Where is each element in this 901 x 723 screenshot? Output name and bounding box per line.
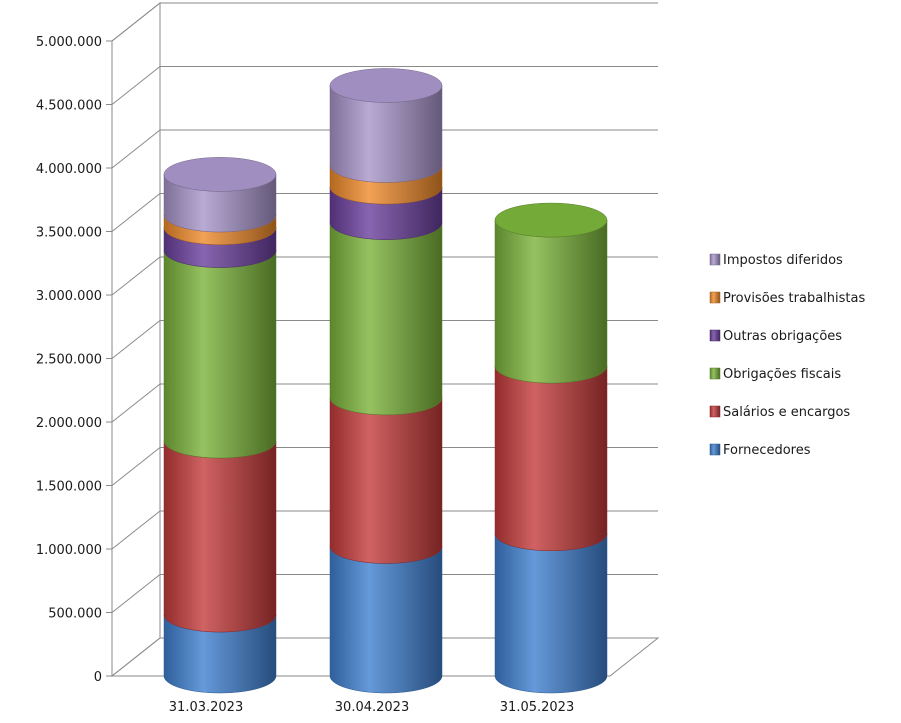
y-tick-label: 3.000.000 bbox=[36, 289, 102, 304]
y-tick-label: 5.000.000 bbox=[36, 35, 102, 50]
bar-stack bbox=[494, 202, 608, 694]
bar-segment bbox=[163, 441, 277, 633]
legend-swatch bbox=[709, 367, 721, 380]
legend-label: Provisões trabalhistas bbox=[723, 291, 865, 306]
bar-segment bbox=[329, 222, 443, 416]
legend-label: Salários e encargos bbox=[723, 405, 850, 420]
y-tick-label: 3.500.000 bbox=[36, 226, 102, 241]
gridline bbox=[111, 574, 658, 613]
bar-segment bbox=[494, 533, 608, 694]
bar-stack bbox=[329, 68, 443, 694]
legend-swatch bbox=[709, 329, 721, 342]
bar-segment bbox=[163, 250, 277, 459]
y-tick-label: 2.000.000 bbox=[36, 416, 102, 431]
gridline bbox=[111, 510, 658, 550]
x-axis-ticks: 31.03.2023 30.04.2023 31.05.2023 bbox=[169, 700, 574, 715]
gridline bbox=[111, 66, 658, 105]
legend-swatch bbox=[709, 291, 721, 304]
bar-segment bbox=[329, 397, 443, 564]
bars bbox=[163, 68, 608, 694]
floor bbox=[110, 637, 660, 677]
legend-label: Obrigações fiscais bbox=[723, 367, 841, 382]
bar-segment bbox=[329, 546, 443, 694]
y-tick-label: 1.500.000 bbox=[36, 480, 102, 495]
y-tick-label: 4.500.000 bbox=[36, 99, 102, 114]
y-axis-ticks: 0 500.000 1.000.000 1.500.000 2.000.000 2.500… bbox=[36, 35, 102, 685]
gridline bbox=[111, 2, 658, 42]
legend-swatch bbox=[709, 443, 721, 456]
x-tick-label: 30.04.2023 bbox=[335, 700, 409, 715]
y-tick-label: 0 bbox=[94, 670, 102, 685]
y-tick-label: 1.000.000 bbox=[36, 543, 102, 558]
y-tick-label: 4.000.000 bbox=[36, 162, 102, 177]
gridlines bbox=[106, 2, 658, 677]
x-tick-label: 31.05.2023 bbox=[500, 700, 574, 715]
bar-top-cap bbox=[163, 157, 277, 192]
gridline bbox=[111, 447, 658, 486]
legend-label: Outras obrigações bbox=[723, 329, 842, 344]
y-tick-label: 500.000 bbox=[48, 607, 102, 622]
gridline bbox=[111, 320, 658, 359]
gridline bbox=[111, 383, 658, 423]
bar-segment bbox=[494, 220, 608, 384]
bar-top-cap bbox=[494, 202, 608, 238]
legend-swatch bbox=[709, 253, 721, 266]
gridline bbox=[111, 129, 658, 169]
x-tick-label: 31.03.2023 bbox=[169, 700, 243, 715]
legend-label: Impostos diferidos bbox=[723, 253, 843, 268]
gridline bbox=[111, 193, 658, 232]
legend-swatch bbox=[709, 405, 721, 418]
legend-label: Fornecedores bbox=[723, 443, 811, 458]
bar-stack bbox=[163, 157, 277, 694]
legend: Impostos diferidos Provisões trabalhistas… bbox=[709, 253, 865, 458]
gridline bbox=[111, 256, 658, 296]
bar-top-cap bbox=[329, 68, 443, 103]
y-tick-label: 2.500.000 bbox=[36, 353, 102, 368]
bar-segment bbox=[494, 366, 608, 551]
